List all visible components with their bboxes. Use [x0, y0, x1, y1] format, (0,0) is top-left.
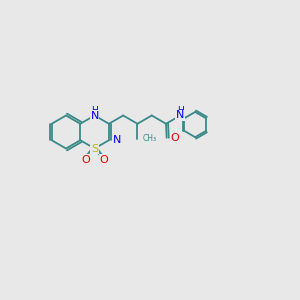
- Text: N: N: [113, 135, 121, 145]
- Text: O: O: [81, 155, 90, 165]
- Text: CH₃: CH₃: [143, 134, 157, 143]
- Text: O: O: [170, 133, 179, 143]
- Text: H: H: [177, 106, 184, 115]
- Text: O: O: [99, 155, 108, 165]
- Text: N: N: [176, 110, 184, 121]
- Text: S: S: [91, 143, 98, 154]
- Text: H: H: [91, 106, 98, 115]
- Text: N: N: [90, 110, 99, 121]
